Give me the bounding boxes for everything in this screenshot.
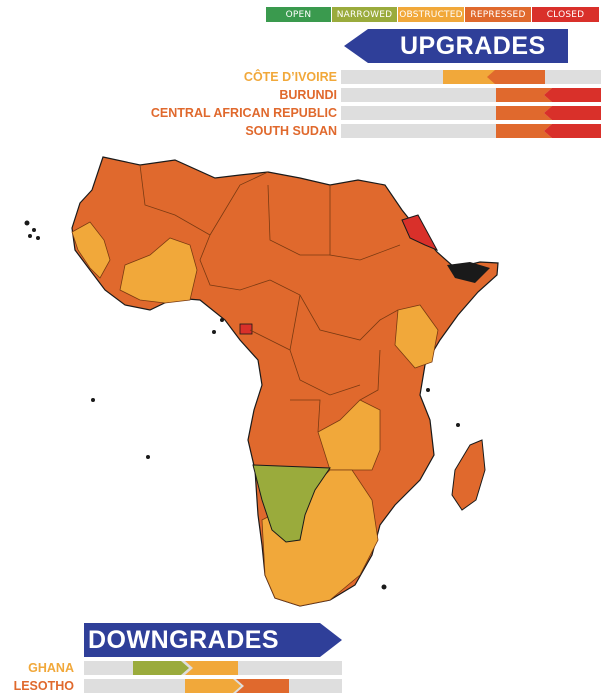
rating-obstructed-segment — [185, 661, 238, 675]
upgrades-title: UPGRADES — [400, 31, 546, 60]
change-track — [341, 86, 601, 102]
namibia — [252, 464, 331, 543]
somaliland — [447, 262, 490, 283]
rating-closed-segment — [544, 124, 601, 138]
rating-obstructed-segment — [185, 679, 241, 693]
rating-repressed-segment — [236, 679, 289, 693]
equatorial-guinea — [239, 323, 253, 335]
rating-narrowed-segment — [133, 661, 189, 675]
change-track — [341, 68, 601, 84]
upgrade-row: SOUTH SUDAN — [100, 122, 337, 140]
country-borders — [139, 164, 401, 433]
kenya — [394, 304, 439, 369]
downgrade-row: LESOTHO — [0, 677, 74, 695]
madagascar — [451, 439, 486, 511]
rating-repressed-segment — [496, 88, 552, 102]
legend-obstructed: OBSTRUCTED — [398, 7, 465, 22]
legend-closed: CLOSED — [532, 7, 599, 22]
rating-obstructed-segment — [443, 70, 499, 84]
downgrade-row: GHANA — [0, 659, 74, 677]
rating-repressed-segment — [496, 106, 552, 120]
country-name: SOUTH SUDAN — [245, 124, 337, 138]
legend-narrowed: NARROWED — [332, 7, 398, 22]
rating-closed-segment — [544, 88, 601, 102]
country-name: LESOTHO — [13, 679, 74, 693]
cote-divoire — [119, 237, 198, 304]
upgrade-row: BURUNDI — [100, 86, 337, 104]
change-track — [84, 677, 342, 693]
change-track — [341, 104, 601, 120]
upgrade-row: CENTRAL AFRICAN REPUBLIC — [100, 104, 337, 122]
rating-legend: OPEN NARROWED OBSTRUCTED REPRESSED CLOSE… — [266, 7, 599, 22]
upgrades-banner: UPGRADES — [344, 29, 568, 63]
eritrea — [401, 214, 439, 252]
legend-open: OPEN — [266, 7, 332, 22]
country-name: BURUNDI — [279, 88, 337, 102]
downgrades-banner: DOWNGRADES — [84, 623, 342, 657]
rating-repressed-segment — [496, 124, 552, 138]
west-africa-obstructed — [71, 221, 111, 279]
change-track — [84, 659, 342, 675]
islands — [24, 220, 460, 590]
country-name: CENTRAL AFRICAN REPUBLIC — [150, 106, 337, 120]
change-track — [341, 122, 601, 138]
legend-repressed: REPRESSED — [465, 7, 532, 22]
country-name: CÔTE D’IVOIRE — [243, 70, 337, 84]
country-name: GHANA — [28, 661, 74, 675]
downgrades-title: DOWNGRADES — [88, 625, 280, 654]
upgrade-row: CÔTE D’IVOIRE — [100, 68, 337, 86]
rating-closed-segment — [544, 106, 601, 120]
rating-repressed-segment — [487, 70, 545, 84]
